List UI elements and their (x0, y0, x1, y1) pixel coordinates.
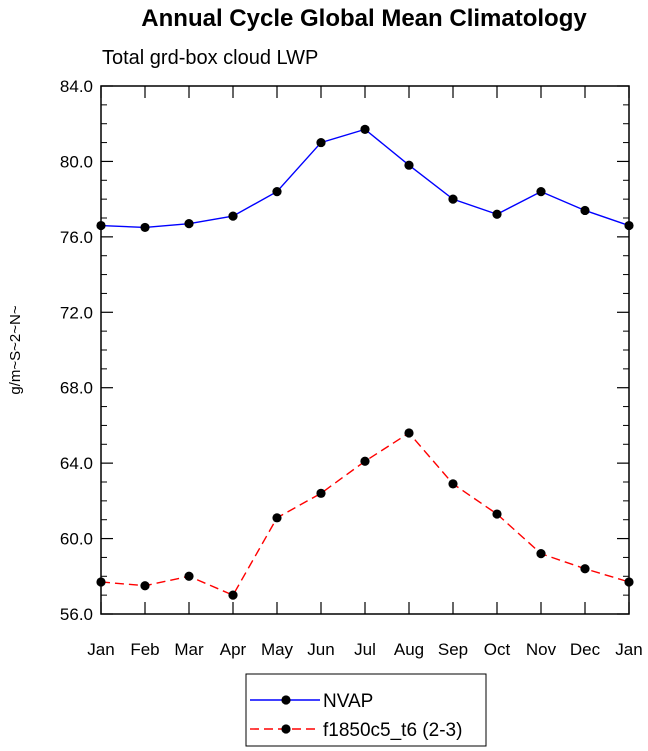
data-point (96, 220, 106, 231)
data-point (272, 513, 282, 523)
plot-frame (100, 85, 630, 615)
data-point (404, 428, 414, 438)
x-tick-label: Feb (130, 640, 159, 659)
data-point (272, 187, 282, 197)
x-tick-label: May (261, 640, 294, 659)
y-tick-label: 64.0 (60, 454, 93, 473)
y-tick-label: 60.0 (60, 530, 93, 549)
x-tick-label: Aug (394, 640, 424, 659)
data-point (580, 564, 590, 574)
data-point (140, 222, 150, 233)
legend-swatch-marker (281, 724, 291, 734)
data-point (184, 571, 194, 581)
data-point (448, 194, 458, 204)
x-tick-label: Dec (570, 640, 601, 659)
data-point (624, 220, 634, 231)
series-layer (96, 124, 634, 600)
x-tick-label: Sep (438, 640, 468, 659)
data-point (580, 205, 590, 216)
data-point (492, 209, 502, 219)
legend: NVAP f1850c5_t6 (2-3) (245, 673, 487, 747)
y-tick-label: 72.0 (60, 303, 93, 322)
legend-label: NVAP (323, 691, 373, 712)
ticks-layer: 56.0 60.0 64.0 68.0 72.0 76.0 80.0 84.0 Jan Feb Ma… (60, 77, 643, 659)
y-axis-label: g/m~S~2~N~ (7, 305, 24, 394)
y-tick-label: 76.0 (60, 228, 93, 247)
data-point (448, 479, 458, 489)
data-point (228, 590, 238, 600)
data-point (360, 456, 370, 466)
data-point (140, 581, 150, 591)
data-point (228, 211, 238, 221)
y-tick-label: 68.0 (60, 379, 93, 398)
data-point (536, 549, 546, 559)
chart-title: Annual Cycle Global Mean Climatology (141, 5, 587, 32)
x-tick-label: Jan (615, 640, 642, 659)
data-point (316, 137, 326, 148)
y-tick-label: 80.0 (60, 152, 93, 171)
x-tick-label: Apr (220, 640, 247, 659)
x-tick-label: Jan (87, 640, 114, 659)
data-point (96, 577, 106, 587)
data-point (360, 124, 370, 134)
data-point (536, 187, 546, 197)
x-tick-label: Jul (354, 640, 376, 659)
data-point (184, 219, 194, 229)
x-tick-label: Mar (174, 640, 204, 659)
data-point (316, 488, 326, 498)
x-tick-label: Nov (526, 640, 557, 659)
data-point (492, 509, 502, 519)
legend-box (245, 673, 487, 747)
data-point (624, 577, 634, 587)
chart-subtitle: Total grd-box cloud LWP (102, 47, 318, 69)
x-tick-label: Oct (484, 640, 511, 659)
data-point (404, 160, 414, 170)
legend-swatch-marker (281, 695, 291, 705)
y-tick-label: 84.0 (60, 77, 93, 96)
legend-label: f1850c5_t6 (2-3) (323, 720, 462, 741)
y-tick-label: 56.0 (60, 605, 93, 624)
x-tick-label: Jun (307, 640, 334, 659)
series-line-0 (100, 128, 630, 229)
